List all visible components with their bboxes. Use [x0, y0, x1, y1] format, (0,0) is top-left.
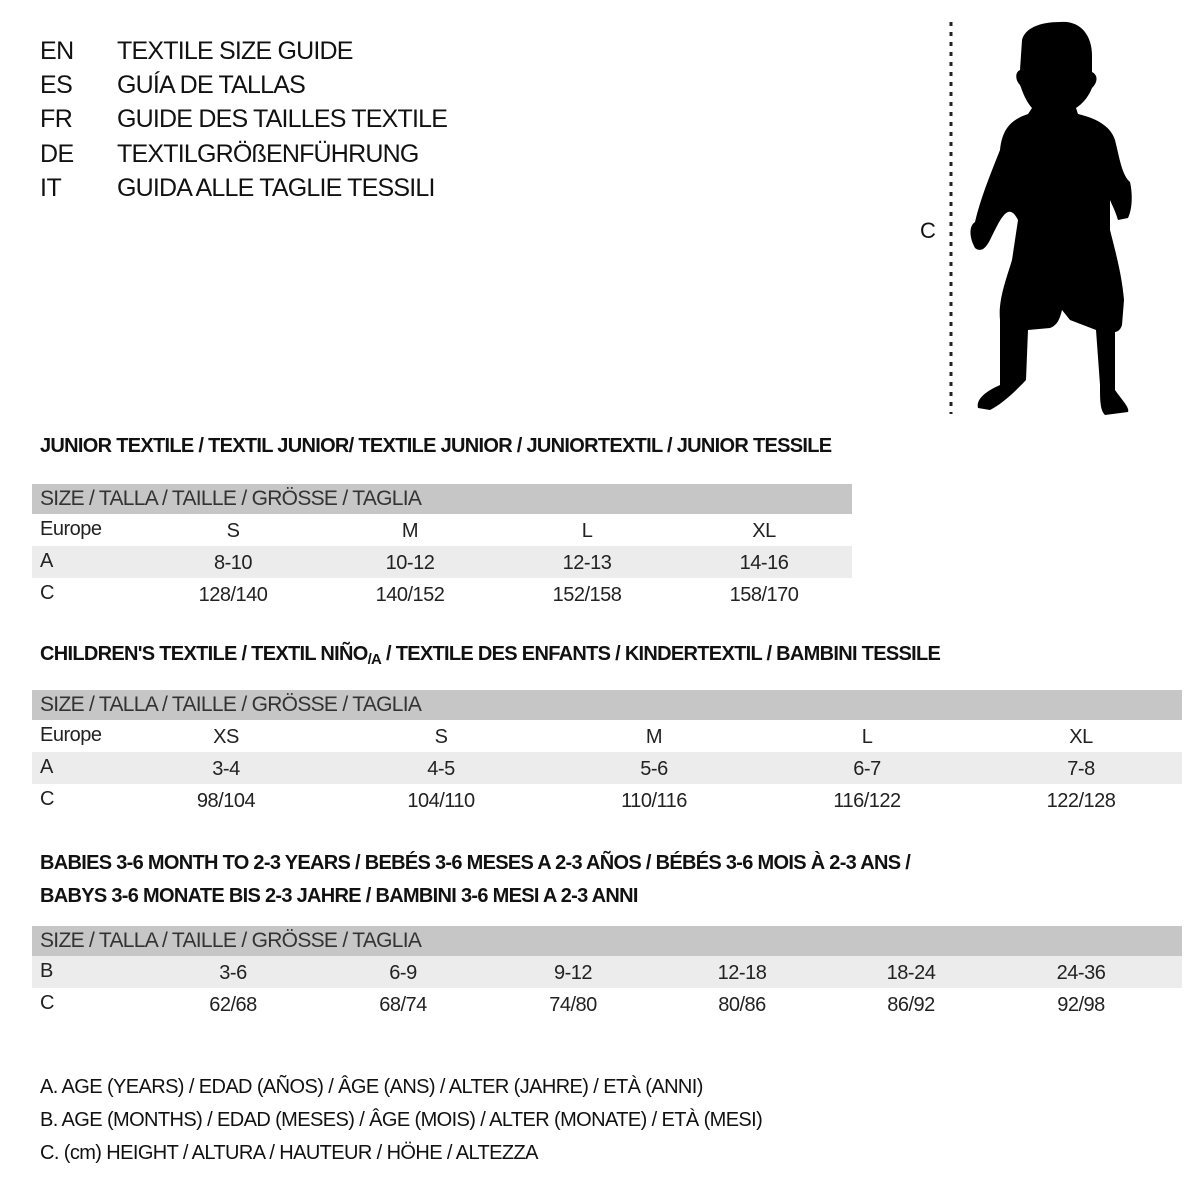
language-title-es: GUÍA DE TALLAS — [117, 71, 306, 99]
table-header: SIZE / TALLA / TAILLE / GRÖSSE / TAGLIA — [32, 926, 1182, 956]
language-title-fr: GUIDE DES TAILLES TEXTILE — [117, 105, 448, 133]
table-cell: 86/92 — [887, 994, 935, 1016]
table-row: C 62/68 68/74 74/80 80/86 86/92 92/98 — [32, 988, 1182, 1020]
row-label: B — [40, 960, 53, 982]
silhouette-shape — [970, 21, 1132, 415]
table-cell: 80/86 — [718, 994, 766, 1016]
row-label: Europe — [40, 518, 102, 540]
table-cell: L — [581, 520, 593, 542]
table-row: A 8-10 10-12 12-13 14-16 — [32, 546, 852, 578]
table-cell: 152/158 — [552, 584, 622, 606]
language-code-es: ES — [40, 71, 73, 99]
table-cell: 110/116 — [621, 790, 687, 812]
children-title-rest: / TEXTILE DES ENFANTS / KINDERTEXTIL / B… — [381, 643, 941, 665]
children-section-title: CHILDREN'S TEXTILE / TEXTIL NIÑO /A / TE… — [40, 642, 941, 669]
table-header-label: SIZE / TALLA / TAILLE / GRÖSSE / TAGLIA — [40, 929, 422, 952]
table-cell: 6-7 — [853, 758, 881, 780]
table-cell: 6-9 — [389, 962, 417, 984]
legend-a: A. AGE (YEARS) / EDAD (AÑOS) / ÂGE (ANS)… — [40, 1076, 703, 1098]
table-cell: 62/68 — [209, 994, 257, 1016]
table-cell: XS — [213, 726, 239, 748]
table-cell: 92/98 — [1057, 994, 1105, 1016]
table-cell: XL — [1069, 726, 1093, 748]
row-label: A — [40, 550, 53, 572]
babies-size-table: SIZE / TALLA / TAILLE / GRÖSSE / TAGLIA … — [32, 926, 1182, 1020]
table-cell: 122/128 — [1046, 790, 1116, 812]
table-cell: 10-12 — [385, 552, 435, 574]
table-row: Europe S M L XL — [32, 514, 852, 546]
table-cell: 98/104 — [196, 790, 256, 812]
table-header: SIZE / TALLA / TAILLE / GRÖSSE / TAGLIA — [32, 484, 852, 514]
table-cell: M — [401, 520, 419, 542]
language-title-de: TEXTILGRÖßENFÜHRUNG — [117, 140, 419, 168]
legend-b: B. AGE (MONTHS) / EDAD (MESES) / ÂGE (MO… — [40, 1109, 763, 1131]
row-label: C — [40, 788, 54, 810]
table-cell: 3-6 — [219, 962, 247, 984]
junior-size-table: SIZE / TALLA / TAILLE / GRÖSSE / TAGLIA … — [32, 484, 852, 610]
table-cell: 128/140 — [198, 584, 268, 606]
table-cell: 14-16 — [739, 552, 789, 574]
table-row: C 128/140 140/152 152/158 158/170 — [32, 578, 852, 610]
table-row: Europe XS S M L XL — [32, 720, 1182, 752]
row-label: A — [40, 756, 53, 778]
table-cell: 68/74 — [379, 994, 427, 1016]
table-cell: 8-10 — [213, 552, 253, 574]
babies-section-title-line2: BABYS 3-6 MONATE BIS 2-3 JAHRE / BAMBINI… — [40, 885, 638, 907]
language-code-en: EN — [40, 37, 74, 65]
children-size-table: SIZE / TALLA / TAILLE / GRÖSSE / TAGLIA … — [32, 690, 1182, 816]
table-cell: 5-6 — [640, 758, 668, 780]
table-cell: 4-5 — [427, 758, 455, 780]
legend-c: C. (cm) HEIGHT / ALTURA / HAUTEUR / HÖHE… — [40, 1142, 538, 1164]
child-silhouette-icon — [949, 21, 1132, 415]
row-label: Europe — [40, 724, 102, 746]
height-measure-label: C — [920, 218, 936, 243]
table-cell: S — [226, 520, 240, 542]
table-cell: L — [861, 726, 873, 748]
row-label: C — [40, 992, 54, 1014]
table-cell: 74/80 — [549, 994, 597, 1016]
table-cell: 9-12 — [553, 962, 593, 984]
table-header-label: SIZE / TALLA / TAILLE / GRÖSSE / TAGLIA — [40, 693, 422, 716]
table-header-label: SIZE / TALLA / TAILLE / GRÖSSE / TAGLIA — [40, 487, 422, 510]
table-cell: 12-13 — [562, 552, 612, 574]
table-cell: 116/122 — [833, 790, 901, 812]
table-cell: 18-24 — [886, 962, 936, 984]
table-cell: M — [645, 726, 663, 748]
language-code-it: IT — [40, 174, 62, 202]
table-row: B 3-6 6-9 9-12 12-18 18-24 24-36 — [32, 956, 1182, 988]
table-cell: S — [434, 726, 448, 748]
language-code-fr: FR — [40, 105, 73, 133]
row-label: C — [40, 582, 54, 604]
children-title-subscript: /A — [367, 651, 382, 668]
table-row: C 98/104 104/110 110/116 116/122 122/128 — [32, 784, 1182, 816]
table-header: SIZE / TALLA / TAILLE / GRÖSSE / TAGLIA — [32, 690, 1182, 720]
children-title-main: CHILDREN'S TEXTILE / TEXTIL NIÑO — [40, 643, 368, 665]
babies-section-title-line1: BABIES 3-6 MONTH TO 2-3 YEARS / BEBÉS 3-… — [40, 852, 911, 874]
table-cell: 7-8 — [1067, 758, 1095, 780]
table-cell: 3-4 — [212, 758, 240, 780]
table-row: A 3-4 4-5 5-6 6-7 7-8 — [32, 752, 1182, 784]
junior-section-title: JUNIOR TEXTILE / TEXTIL JUNIOR/ TEXTILE … — [40, 435, 832, 457]
table-cell: 104/110 — [407, 790, 475, 812]
table-cell: 12-18 — [717, 962, 767, 984]
language-code-de: DE — [40, 140, 74, 168]
table-cell: 158/170 — [729, 584, 799, 606]
language-title-it: GUIDA ALLE TAGLIE TESSILI — [117, 174, 435, 202]
table-cell: 24-36 — [1056, 962, 1106, 984]
language-title-en: TEXTILE SIZE GUIDE — [117, 37, 353, 65]
table-cell: XL — [752, 520, 776, 542]
table-cell: 140/152 — [375, 584, 445, 606]
